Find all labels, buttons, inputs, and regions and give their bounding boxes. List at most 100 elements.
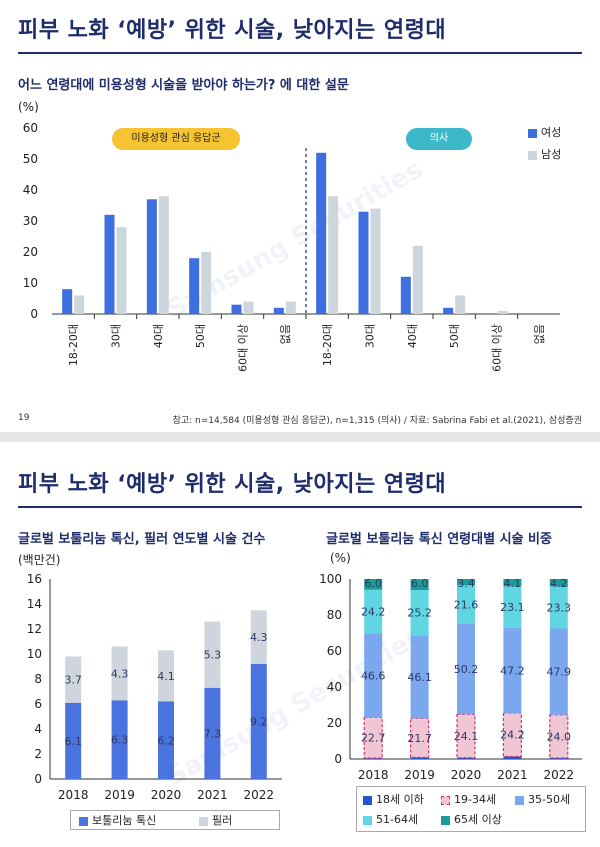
legend-label-age-19-34: 19-34세 [454, 793, 497, 806]
y-tick-label: 60 [23, 121, 38, 135]
y-tick-label: 50 [23, 152, 38, 166]
legend-swatch-age-18 [363, 795, 372, 805]
volume-stacked-chart: 0 2 4 6 8 10 12 14 16 6.1 3.7 2018 6.3 4.3 2019 6.2 4.1 2… [27, 572, 282, 802]
x-tick-label: 30대 [110, 324, 123, 348]
y-tick-label: 0 [30, 307, 38, 321]
data-label: 4.3 [111, 667, 129, 680]
x-tick-label: 2022 [544, 768, 575, 782]
page-number: 19 [18, 413, 30, 423]
legend-label-female: 여성 [541, 126, 562, 139]
x-tick-label: 2021 [497, 768, 528, 782]
x-tick-label: 없음 [533, 324, 546, 344]
bar-female [400, 276, 411, 314]
bar-female [189, 258, 200, 314]
legend-age-65: 65세 이상 [441, 811, 502, 827]
y-tick-label: 30 [23, 214, 38, 228]
y-tick-label: 20 [23, 245, 38, 259]
y-tick-label: 8 [34, 672, 42, 686]
x-tick-label: 2018 [58, 788, 89, 802]
bar-female [146, 199, 157, 314]
y-tick-label: 6 [34, 697, 42, 711]
volume-chart-title: 글로벌 보툴리눔 톡신, 필러 연도별 시술 건수 [18, 532, 266, 547]
bar-male [497, 310, 508, 314]
x-tick-label: 없음 [279, 324, 292, 344]
bar-female [443, 307, 454, 314]
bar-age-19-34 [409, 717, 430, 758]
survey-chart-title: 어느 연령대에 미용성형 시술을 받아야 하는가? 에 대한 설문 [18, 78, 349, 93]
legend-age-18: 18세 이하 [363, 791, 424, 807]
footnote: 참고: n=14,584 (미용성형 관심 응답군), n=1,315 (의사)… [172, 416, 582, 426]
data-label: 47.9 [547, 666, 572, 679]
bar-botox [111, 700, 128, 779]
bar-female [231, 304, 242, 314]
bar-male [116, 227, 127, 314]
legend-label-age-35-50: 35-50세 [528, 793, 571, 806]
bar-male [370, 208, 381, 314]
slide-botox: 피부 노화 ‘예방’ 위한 시술, 낮아지는 연령대 글로벌 보툴리눔 톡신, … [0, 442, 600, 838]
data-label: 3.4 [457, 577, 475, 590]
y-tick-label: 80 [327, 608, 342, 622]
data-label: 4.3 [250, 631, 268, 644]
data-label: 3.7 [64, 674, 82, 687]
y-tick-label: 40 [23, 183, 38, 197]
legend-label-filler: 필러 [212, 814, 233, 827]
y-tick-label: 100 [319, 572, 342, 586]
share-stacked-chart: 0 20 40 60 80 100 22.7 46.6 24.2 6.0 2018 21.7 46.1 2… [319, 572, 582, 782]
data-label: 23.3 [547, 602, 572, 615]
legend-swatch-male [528, 150, 537, 160]
bar-age-18 [410, 757, 429, 759]
y-tick-label: 0 [34, 772, 42, 786]
legend-swatch-filler [199, 816, 208, 826]
y-tick-label: 12 [27, 622, 42, 636]
x-tick-label: 2019 [404, 768, 435, 782]
x-tick-label: 40대 [406, 324, 419, 348]
bar-age-65 [410, 579, 429, 590]
data-label: 6.2 [157, 734, 175, 747]
legend-female: 여성 [528, 124, 561, 140]
bar-female [358, 211, 369, 314]
x-tick-label: 2021 [197, 788, 228, 802]
legend-label-male: 남성 [541, 148, 562, 161]
data-label: 6.3 [111, 734, 129, 747]
title-rule-2 [18, 506, 582, 508]
data-label: 6.0 [364, 577, 382, 590]
x-tick-label: 50대 [448, 324, 461, 348]
x-tick-label: 50대 [194, 324, 207, 348]
x-tick-label: 40대 [152, 324, 165, 348]
bar-filler [111, 646, 128, 701]
bar-age-35-50 [457, 624, 475, 715]
x-tick-label: 2019 [104, 788, 135, 802]
bar-female [62, 289, 73, 314]
bar-botox [250, 664, 267, 779]
volume-y-unit: (백만건) [18, 553, 61, 567]
legend-botox: 보툴리눔 톡신 [79, 812, 156, 828]
bar-filler [250, 610, 267, 664]
y-tick-label: 60 [327, 644, 342, 658]
data-label: 24.2 [361, 606, 386, 619]
bar-male [412, 245, 423, 314]
bar-male [455, 295, 466, 314]
data-label: 7.3 [204, 727, 222, 740]
bar-female [104, 214, 115, 314]
data-label: 46.1 [407, 671, 432, 684]
bar-age-18 [457, 757, 475, 759]
bar-female [316, 152, 327, 314]
bar-age-19-34 [502, 712, 522, 758]
x-tick-label: 60대 이상 [237, 324, 250, 372]
data-label: 50.2 [454, 663, 479, 676]
share-legend: 18세 이하 19-34세 35-50세 51-64세 65세 이상 [356, 786, 586, 832]
bar-male [285, 301, 296, 314]
bar-age-51-64 [410, 589, 429, 636]
bar-age-65 [549, 579, 568, 587]
legend-label-age-51-64: 51-64세 [376, 813, 419, 826]
data-label: 21.7 [407, 732, 432, 745]
y-tick-label: 0 [334, 752, 342, 766]
data-label: 9.2 [250, 716, 268, 729]
bar-age-35-50 [410, 635, 429, 719]
slide-title-2: 피부 노화 ‘예방’ 위한 시술, 낮아지는 연령대 [18, 472, 447, 497]
legend-age-35-50: 35-50세 [515, 791, 570, 807]
bar-filler [65, 656, 82, 703]
x-tick-label: 18-20대 [67, 324, 80, 366]
slide-title: 피부 노화 ‘예방’ 위한 시술, 낮아지는 연령대 [18, 18, 447, 43]
x-tick-label: 2020 [151, 788, 182, 802]
